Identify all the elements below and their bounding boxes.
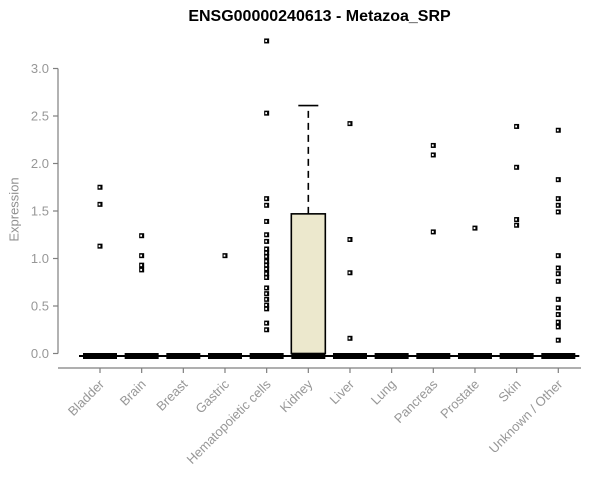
outlier-point-hole <box>556 339 559 342</box>
outlier-point-hole <box>265 307 268 310</box>
outlier-point-hole <box>556 129 559 132</box>
outlier-point-hole <box>265 304 268 307</box>
outlier-point-hole <box>140 268 143 271</box>
outlier-point-hole <box>265 292 268 295</box>
y-tick-label: 3.0 <box>31 61 49 76</box>
outlier-point-hole <box>265 220 268 223</box>
outlier-point-hole <box>265 255 268 258</box>
outlier-point-hole <box>265 260 268 263</box>
median-bar <box>332 353 367 359</box>
outlier-point-hole <box>515 125 518 128</box>
outlier-point-hole <box>556 280 559 283</box>
median-bar <box>124 353 159 359</box>
median-bar <box>541 353 576 359</box>
median-bar <box>207 353 242 359</box>
outlier-point-hole <box>265 286 268 289</box>
outlier-point-hole <box>556 298 559 301</box>
outlier-point-hole <box>556 325 559 328</box>
outlier-point-hole <box>431 230 434 233</box>
outlier-point-hole <box>556 321 559 324</box>
x-category-label: Pancreas <box>391 376 441 426</box>
outlier-point-hole <box>556 313 559 316</box>
chart-title: ENSG00000240613 - Metazoa_SRP <box>188 8 451 25</box>
x-category-label: Prostate <box>437 377 482 422</box>
outlier-point-hole <box>265 233 268 236</box>
median-bar <box>83 353 117 359</box>
outlier-point-hole <box>515 224 518 227</box>
outlier-point-hole <box>265 39 268 42</box>
outlier-point-hole <box>265 272 268 275</box>
outlier-point-hole <box>515 166 518 169</box>
median-bar <box>499 353 534 359</box>
y-tick-label: 2.0 <box>31 156 49 171</box>
outlier-point-hole <box>98 203 101 206</box>
outlier-point-hole <box>265 251 268 254</box>
x-category-label: Breast <box>153 376 190 413</box>
outlier-point-hole <box>140 254 143 257</box>
outlier-point-hole <box>265 267 268 270</box>
outlier-point-hole <box>473 227 476 230</box>
outlier-point-hole <box>265 298 268 301</box>
outlier-point-hole <box>348 271 351 274</box>
x-category-label: Liver <box>327 376 358 407</box>
outlier-point-hole <box>556 178 559 181</box>
outlier-point-hole <box>265 112 268 115</box>
x-category-label: Kidney <box>277 376 316 415</box>
outlier-point-hole <box>265 240 268 243</box>
y-tick-label: 0.5 <box>31 299 49 314</box>
median-bar <box>416 353 451 359</box>
outlier-point-hole <box>265 276 268 279</box>
outlier-point-hole <box>556 204 559 207</box>
outlier-point-hole <box>556 254 559 257</box>
x-category-label: Skin <box>495 377 523 405</box>
outlier-point-hole <box>265 197 268 200</box>
outlier-point-hole <box>348 238 351 241</box>
outlier-point-hole <box>140 264 143 267</box>
y-tick-label: 0.0 <box>31 346 49 361</box>
iqr-box <box>290 213 327 355</box>
outlier-point-hole <box>265 264 268 267</box>
outlier-point-hole <box>98 186 101 189</box>
median-bar <box>249 353 284 359</box>
outlier-point-hole <box>515 218 518 221</box>
outlier-point-hole <box>556 306 559 309</box>
outlier-point-hole <box>556 197 559 200</box>
outlier-point-hole <box>265 248 268 250</box>
x-category-label: Gastric <box>192 376 232 416</box>
outlier-point-hole <box>431 144 434 147</box>
outlier-point-hole <box>556 267 559 269</box>
x-category-label: Bladder <box>65 376 108 419</box>
outlier-point-hole <box>98 245 101 248</box>
outlier-point-hole <box>348 337 351 340</box>
y-tick-label: 1.0 <box>31 251 49 266</box>
outlier-point-hole <box>348 122 351 125</box>
median-bar <box>457 353 492 359</box>
x-category-label: Unknown / Other <box>486 376 566 456</box>
outlier-point-hole <box>265 322 268 325</box>
x-category-label: Brain <box>117 377 149 409</box>
outlier-point-hole <box>556 210 559 213</box>
outlier-point-hole <box>265 204 268 207</box>
outlier-point-hole <box>556 272 559 275</box>
median-bar <box>291 353 326 359</box>
y-tick-label: 1.5 <box>31 204 49 219</box>
median-bar <box>374 353 409 359</box>
outlier-point-hole <box>431 153 434 156</box>
x-category-label: Lung <box>368 377 399 408</box>
median-bar <box>166 353 201 359</box>
outlier-point-hole <box>265 328 268 331</box>
y-tick-label: 2.5 <box>31 109 49 124</box>
outlier-point-hole <box>140 234 143 237</box>
outlier-point-hole <box>223 254 226 257</box>
